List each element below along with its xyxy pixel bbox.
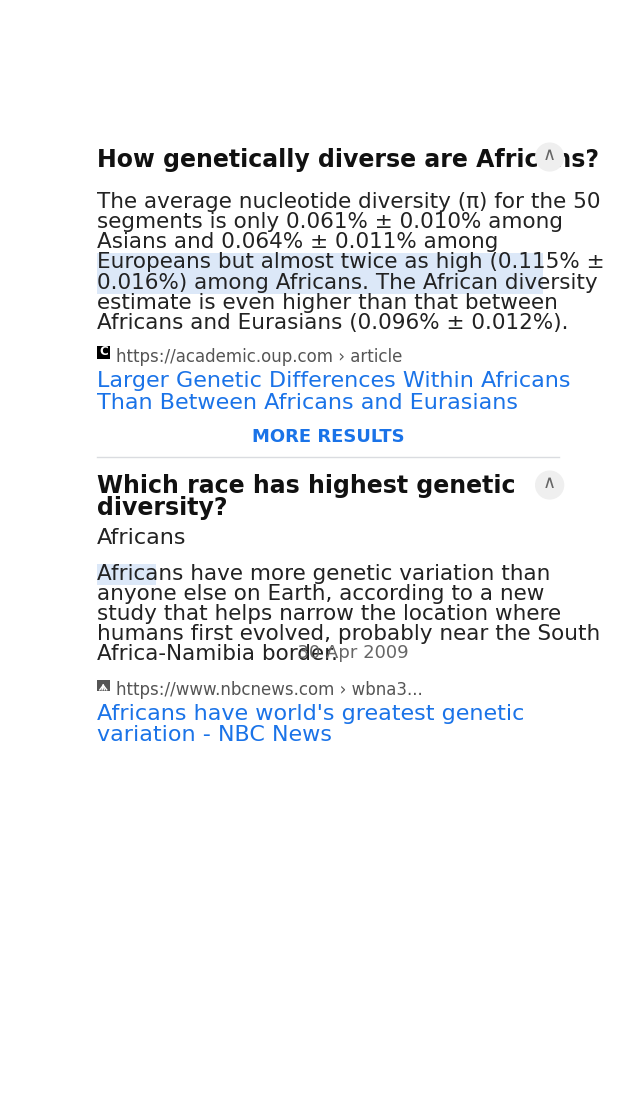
Text: Europeans but almost twice as high (0.115% ±: Europeans but almost twice as high (0.11… bbox=[97, 252, 605, 272]
FancyBboxPatch shape bbox=[97, 252, 543, 275]
Text: variation - NBC News: variation - NBC News bbox=[97, 725, 332, 745]
Text: https://www.nbcnews.com › wbna3...: https://www.nbcnews.com › wbna3... bbox=[116, 681, 422, 699]
Text: anyone else on Earth, according to a new: anyone else on Earth, according to a new bbox=[97, 584, 545, 604]
Text: https://academic.oup.com › article: https://academic.oup.com › article bbox=[116, 348, 402, 366]
Text: humans first evolved, probably near the South: humans first evolved, probably near the … bbox=[97, 624, 600, 644]
Text: Africans have world's greatest genetic: Africans have world's greatest genetic bbox=[97, 704, 524, 723]
Text: Africans: Africans bbox=[97, 528, 186, 548]
Text: ∧: ∧ bbox=[543, 473, 556, 492]
Text: estimate is even higher than that between: estimate is even higher than that betwee… bbox=[97, 292, 558, 312]
Text: Than Between Africans and Eurasians: Than Between Africans and Eurasians bbox=[97, 393, 518, 413]
Text: Africans have more genetic variation than: Africans have more genetic variation tha… bbox=[97, 564, 550, 584]
FancyBboxPatch shape bbox=[97, 272, 543, 295]
Text: segments is only 0.061% ± 0.010% among: segments is only 0.061% ± 0.010% among bbox=[97, 212, 563, 232]
Circle shape bbox=[536, 471, 564, 499]
Text: MORE RESULTS: MORE RESULTS bbox=[252, 429, 404, 446]
Text: Larger Genetic Differences Within Africans: Larger Genetic Differences Within Africa… bbox=[97, 372, 570, 391]
Text: C: C bbox=[99, 345, 108, 358]
Text: Africans and Eurasians (0.096% ± 0.012%).: Africans and Eurasians (0.096% ± 0.012%)… bbox=[97, 312, 568, 333]
Text: diversity?: diversity? bbox=[97, 496, 228, 520]
FancyBboxPatch shape bbox=[97, 564, 156, 585]
Circle shape bbox=[536, 143, 564, 171]
Text: Asians and 0.064% ± 0.011% among: Asians and 0.064% ± 0.011% among bbox=[97, 232, 499, 252]
Text: study that helps narrow the location where: study that helps narrow the location whe… bbox=[97, 604, 561, 624]
Text: Africa-Namibia border.: Africa-Namibia border. bbox=[97, 644, 338, 664]
Text: 0.016%) among Africans. The African diversity: 0.016%) among Africans. The African dive… bbox=[97, 272, 598, 292]
Text: Which race has highest genetic: Which race has highest genetic bbox=[97, 474, 516, 498]
FancyBboxPatch shape bbox=[97, 346, 110, 358]
Text: ∧: ∧ bbox=[543, 146, 556, 164]
FancyBboxPatch shape bbox=[97, 680, 110, 691]
Text: 30 Apr 2009: 30 Apr 2009 bbox=[286, 644, 409, 662]
Text: How genetically diverse are Africans?: How genetically diverse are Africans? bbox=[97, 147, 599, 172]
Text: The average nucleotide diversity (π) for the 50: The average nucleotide diversity (π) for… bbox=[97, 192, 600, 212]
